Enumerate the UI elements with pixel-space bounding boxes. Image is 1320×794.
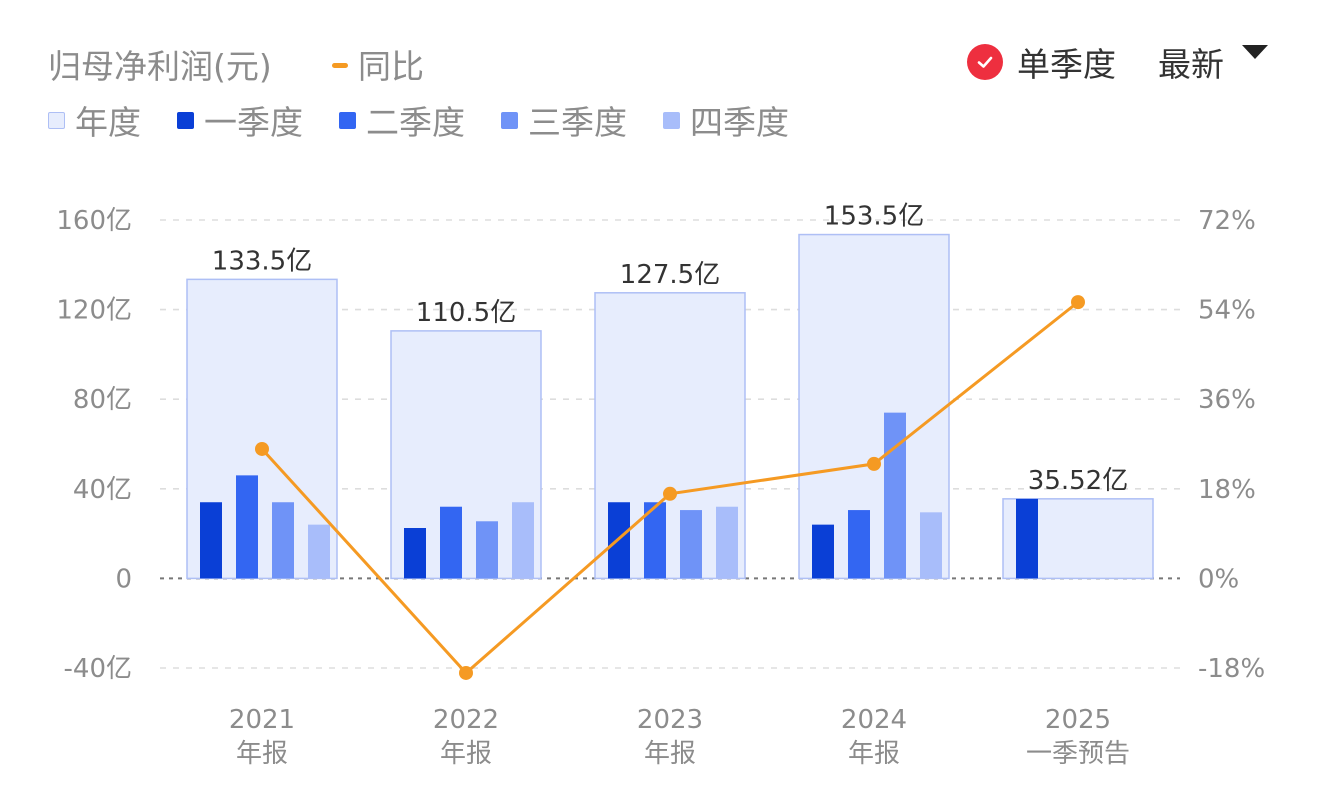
x-axis-year-label: 2024	[841, 705, 907, 735]
quarter-bar	[680, 510, 702, 579]
annual-value-label: 110.5亿	[416, 298, 516, 328]
quarter-bar	[812, 524, 834, 579]
quarter-bar	[440, 506, 462, 579]
annual-value-label: 133.5亿	[212, 246, 312, 276]
right-axis-tick-label: 36%	[1198, 385, 1256, 415]
x-axis-year-label: 2025	[1045, 705, 1111, 735]
x-axis-year-label: 2021	[229, 705, 295, 735]
quarter-bar	[1016, 498, 1038, 579]
left-axis-tick-label: 40亿	[73, 475, 132, 505]
legend-swatch	[48, 111, 65, 129]
right-axis-tick-label: 72%	[1198, 206, 1256, 236]
yoy-point	[663, 486, 677, 501]
legend-item-annual[interactable]: 年度	[48, 96, 141, 144]
quarter-bar	[272, 502, 294, 579]
caret-down-icon	[1242, 45, 1268, 59]
annual-value-label: 153.5亿	[824, 202, 924, 232]
yoy-point	[867, 456, 881, 471]
chart-title: 归母净利润(元)	[48, 47, 272, 86]
yoy-legend: 同比	[332, 40, 424, 88]
yoy-point	[459, 665, 473, 680]
legend-label: 四季度	[690, 103, 789, 142]
series-legend: 年度 一季度 二季度 三季度 四季度	[48, 96, 825, 144]
latest-label: 最新	[1158, 45, 1224, 84]
left-axis-tick-label: 160亿	[56, 206, 132, 236]
x-axis-sub-label: 一季预告	[1026, 739, 1130, 769]
x-axis-sub-label: 年报	[236, 739, 288, 769]
latest-dropdown[interactable]: 最新	[1158, 38, 1268, 86]
quarter-bar	[716, 506, 738, 579]
legend-swatch	[501, 111, 518, 129]
legend-swatch	[663, 111, 680, 129]
right-axis-tick-label: 18%	[1198, 475, 1256, 505]
x-axis-year-label: 2023	[637, 705, 703, 735]
right-axis-tick-label: 0%	[1198, 564, 1239, 594]
single-quarter-label: 单季度	[1017, 45, 1116, 84]
legend-swatch	[339, 111, 356, 129]
legend-swatch	[177, 111, 194, 129]
x-axis-year-label: 2022	[433, 705, 499, 735]
left-axis-tick-label: 120亿	[56, 296, 132, 326]
legend-item-q4[interactable]: 四季度	[663, 96, 789, 144]
legend-item-q3[interactable]: 三季度	[501, 96, 627, 144]
quarter-bar	[884, 412, 906, 579]
x-axis-sub-label: 年报	[848, 739, 900, 769]
legend-label: 一季度	[204, 103, 303, 142]
legend-label: 三季度	[528, 103, 627, 142]
quarter-bar	[308, 524, 330, 579]
annual-value-label: 35.52亿	[1028, 466, 1128, 496]
yoy-point	[1071, 295, 1085, 310]
quarter-bar	[236, 475, 258, 579]
right-axis-tick-label: 54%	[1198, 296, 1256, 326]
yoy-point	[255, 441, 269, 456]
right-axis-tick-label: -18%	[1198, 654, 1265, 684]
yoy-line-swatch	[332, 63, 348, 68]
yoy-legend-label: 同比	[358, 47, 424, 86]
annual-value-label: 127.5亿	[620, 260, 720, 290]
x-axis-sub-label: 年报	[440, 739, 492, 769]
check-icon	[967, 44, 1003, 80]
legend-item-q2[interactable]: 二季度	[339, 96, 465, 144]
x-axis-sub-label: 年报	[644, 739, 696, 769]
quarter-bar	[404, 528, 426, 579]
left-axis-tick-label: 0	[115, 564, 132, 594]
legend-item-q1[interactable]: 一季度	[177, 96, 303, 144]
left-axis-tick-label: 80亿	[73, 385, 132, 415]
quarter-bar	[848, 510, 870, 579]
quarter-bar	[200, 502, 222, 579]
quarter-bar	[920, 512, 942, 579]
chart-controls: 单季度 最新	[967, 38, 1268, 86]
quarter-bar	[644, 502, 666, 579]
quarter-bar	[512, 502, 534, 579]
legend-label: 二季度	[366, 103, 465, 142]
single-quarter-toggle[interactable]: 单季度	[967, 38, 1116, 86]
legend-label: 年度	[75, 103, 141, 142]
left-axis-tick-label: -40亿	[64, 654, 132, 684]
quarter-bar	[476, 521, 498, 579]
